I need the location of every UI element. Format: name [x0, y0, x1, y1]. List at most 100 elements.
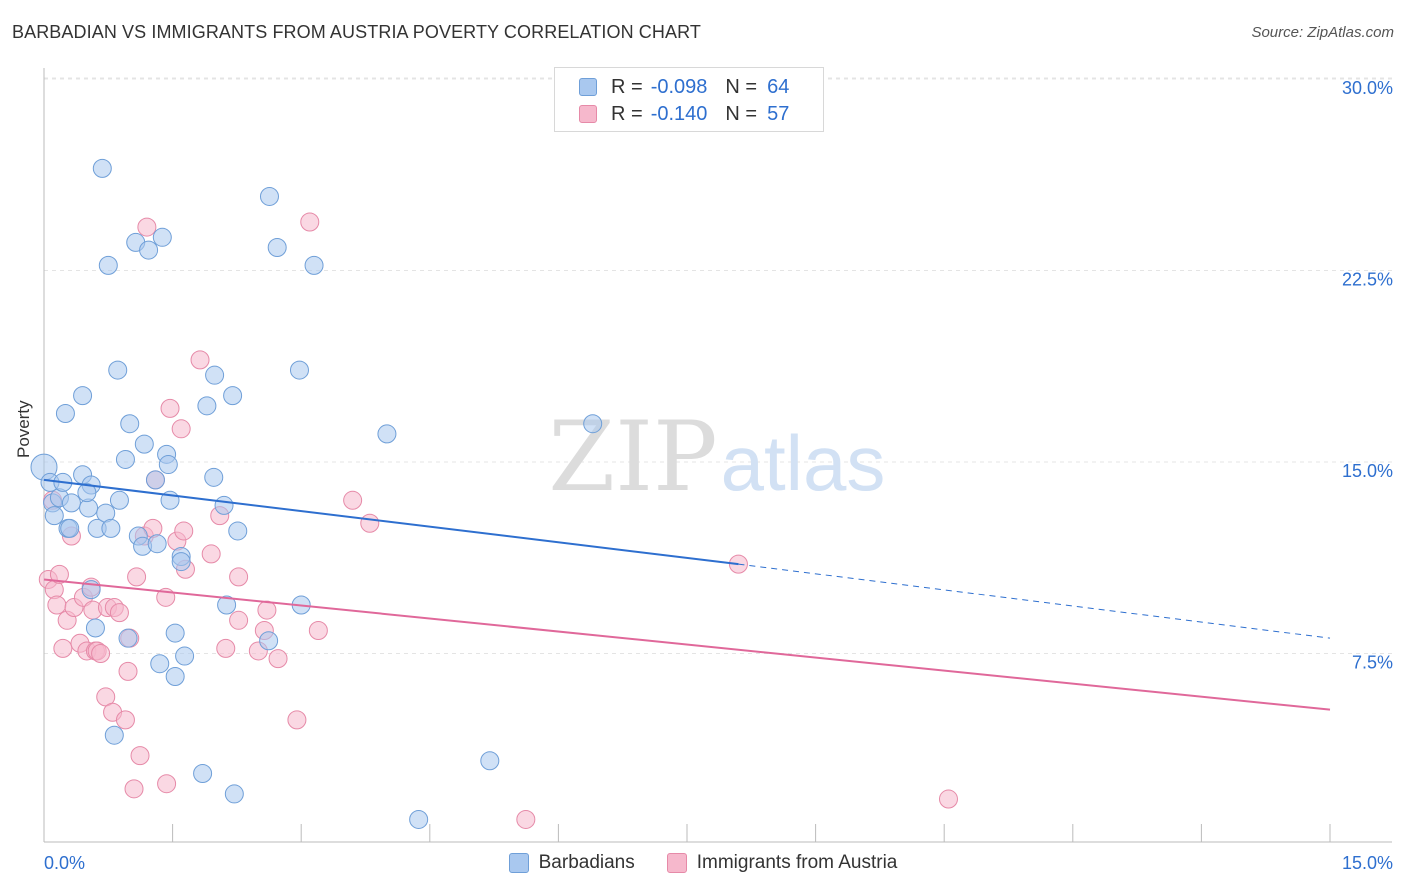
tick-labels: 7.5% 15.0% 22.5% 30.0% 0.0% 15.0% [44, 78, 1393, 873]
barbadians-point [165, 623, 185, 643]
y-axis-label: Poverty [14, 400, 33, 458]
barbadians-point [175, 646, 195, 666]
barbadians-point [98, 255, 118, 275]
trend-lines [43, 478, 1331, 711]
austria-point [53, 638, 73, 658]
legend-swatch-austria [579, 105, 597, 123]
austria-point [216, 638, 236, 658]
barbadians-point [224, 784, 244, 804]
legend-item-barbadians[interactable]: Barbadians [508, 852, 635, 874]
austria-point [130, 746, 150, 766]
barbadians-point [377, 424, 397, 444]
barbadians-point [214, 495, 234, 515]
stats-legend: R = -0.098 N = 64 R = -0.140 N = 57 [554, 67, 824, 132]
source-label: Source: ZipAtlas.com [1251, 24, 1394, 41]
austria-point [47, 595, 67, 615]
legend-r-label: R = [611, 102, 643, 125]
barbadians-point [259, 186, 279, 206]
barbadians-point [108, 360, 128, 380]
barbadians-point [109, 490, 129, 510]
legend-row-austria: R = -0.140 N = 57 [579, 101, 789, 127]
barbadians-point [92, 158, 112, 178]
legend-label-barbadians: Barbadians [538, 852, 635, 873]
watermark-zip: ZIP [548, 401, 717, 513]
barbadians-point [205, 365, 225, 385]
barbadians-point [583, 414, 603, 434]
austria-point [115, 710, 135, 730]
austria-point [229, 567, 249, 587]
legend-n-label: N = [725, 102, 758, 125]
barbadians-point [55, 403, 75, 423]
barbadians-point [480, 751, 500, 771]
watermark-atlas: atlas [721, 419, 886, 507]
legend-swatch-austria [666, 853, 687, 873]
barbadians-point [115, 449, 135, 469]
austria-point [137, 217, 157, 237]
austria-point [160, 398, 180, 418]
austria-point [171, 419, 191, 439]
austria-point [938, 789, 958, 809]
legend-swatch-barbadians [579, 78, 597, 96]
legend-item-austria[interactable]: Immigrants from Austria [666, 852, 897, 874]
austria-point [516, 809, 536, 829]
austria-point [174, 521, 194, 541]
barbadians-point [217, 595, 237, 615]
barbadians-point [197, 396, 217, 416]
barbadians-point [44, 506, 64, 526]
austria-point [300, 212, 320, 232]
legend-row-barbadians: R = -0.098 N = 64 [579, 74, 789, 100]
barbadians-point [289, 360, 309, 380]
austria-point [343, 490, 363, 510]
barbadians-point [228, 521, 248, 541]
legend-n-label: N = [725, 75, 758, 98]
barbadians-point [304, 255, 324, 275]
austria-point [287, 710, 307, 730]
barbadians-point [147, 534, 167, 554]
barbadians-point [158, 455, 178, 475]
legend-swatch-barbadians [508, 853, 529, 873]
austria-point [109, 603, 129, 623]
barbadians-point [409, 809, 429, 829]
barbadians-point [145, 470, 165, 490]
barbadians-trend-extension [738, 563, 1331, 639]
barbadians-point [204, 467, 224, 487]
barbadians-point [223, 386, 243, 406]
series-legend: Barbadians Immigrants from Austria [0, 852, 1406, 874]
barbadians-point [118, 628, 138, 648]
series-austria-points [38, 212, 958, 829]
barbadians-point [259, 631, 279, 651]
austria-point [229, 610, 249, 630]
austria-point [190, 350, 210, 370]
x-tick-label: 0.0% [44, 853, 85, 873]
legend-n-value: 57 [767, 102, 790, 125]
barbadians-point [104, 725, 124, 745]
barbadians-point [77, 483, 97, 503]
chart-title: BARBADIAN VS IMMIGRANTS FROM AUSTRIA POV… [12, 22, 701, 42]
legend-r-label: R = [611, 75, 643, 98]
barbadians-point [101, 518, 121, 538]
x-tick-label: 15.0% [1342, 853, 1393, 873]
barbadians-point [267, 238, 287, 258]
barbadians-point [61, 493, 81, 513]
austria-trend-line [43, 578, 1331, 711]
legend-r-value: -0.098 [650, 75, 708, 98]
austria-point [268, 649, 288, 669]
austria-point [124, 779, 144, 799]
austria-point [157, 774, 177, 794]
legend-n-value: 64 [767, 75, 790, 98]
barbadians-point [120, 414, 140, 434]
austria-point [360, 513, 380, 533]
barbadians-point [85, 618, 105, 638]
austria-point [49, 564, 69, 584]
y-tick-label: 30.0% [1342, 78, 1393, 98]
legend-r-value: -0.140 [650, 102, 708, 125]
axes [43, 68, 1392, 843]
barbadians-point [193, 764, 213, 784]
barbadians-point [73, 386, 93, 406]
y-tick-label: 7.5% [1352, 653, 1393, 673]
austria-point [127, 567, 147, 587]
series-barbadians-points [30, 158, 603, 829]
gridlines [44, 77, 1392, 654]
austria-point [308, 621, 328, 641]
